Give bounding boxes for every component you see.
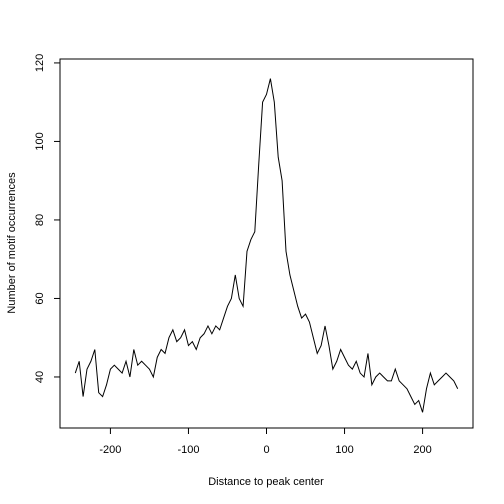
y-tick-label: 80 (34, 214, 46, 226)
x-tick-label: 100 (335, 444, 353, 456)
y-axis-label: Number of motif occurrences (6, 172, 18, 314)
x-axis-label: Distance to peak center (208, 476, 324, 488)
x-tick-label: -200 (99, 444, 121, 456)
y-tick-label: 100 (34, 132, 46, 150)
x-tick-label: 200 (413, 444, 431, 456)
data-line (74, 78, 459, 413)
x-tick-label: 0 (263, 444, 269, 456)
y-tick-label: 120 (34, 54, 46, 72)
y-tick-label: 60 (34, 292, 46, 304)
x-tick-label: -100 (177, 444, 199, 456)
y-tick-label: 40 (34, 371, 46, 383)
